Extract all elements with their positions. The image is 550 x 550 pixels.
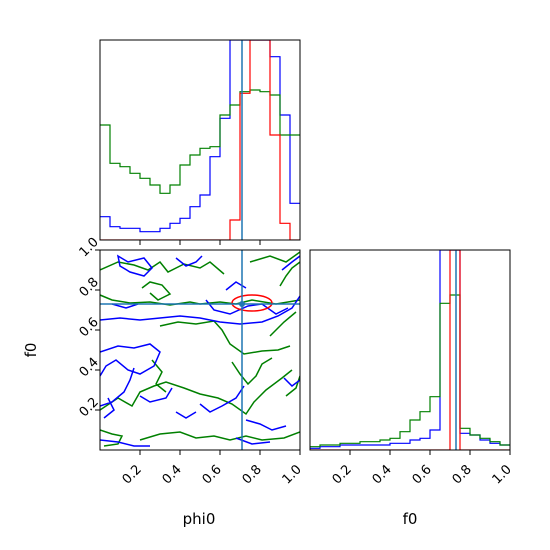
contour-frame	[99, 249, 301, 451]
contour-ytick-label: 0.4	[77, 355, 102, 380]
contour-xtick-label: 0.4	[160, 462, 185, 487]
contour-ytick-label: 0.8	[77, 275, 102, 300]
hist-f0-xtick-label: 0.6	[410, 462, 435, 487]
hist-f0-frame	[309, 249, 511, 451]
contour-xtick-label: 1.0	[280, 462, 305, 487]
xlabel-f0: f0	[403, 510, 418, 528]
hist-f0-xtick-label: 0.4	[370, 462, 395, 487]
xlabel-phi0: phi0	[183, 510, 216, 528]
hist-f0-panel: 0.2 0.4 0.6 0.8 1.0	[309, 249, 515, 487]
contour-series-a-1	[100, 254, 300, 447]
hist-f0-xtick-label: 0.8	[450, 462, 475, 487]
hist-phi0-series-c-step	[100, 40, 300, 240]
hist-phi0-panel	[99, 39, 301, 245]
contour-ytick-label: 1.0	[77, 235, 102, 260]
hist-phi0-series-b-step	[100, 89, 300, 194]
contour-xtick-label: 0.2	[120, 462, 145, 487]
ylabel-f0: f0	[22, 343, 40, 358]
contour-series-b-1	[100, 251, 300, 447]
hist-f0-xtick-label: 0.2	[330, 462, 355, 487]
contour-series-c	[231, 294, 273, 312]
hist-f0-series-b-step	[310, 294, 510, 448]
hist-f0-series-a-step	[310, 250, 510, 449]
contour-panel: 0.2 0.4 0.6 0.8 1.0 0.2 0.4 0.6 0.8 1.0	[77, 235, 305, 488]
contour-ytick-label: 0.2	[77, 395, 102, 420]
contour-xtick-label: 0.6	[200, 462, 225, 487]
contour-xtick-label: 0.8	[240, 462, 265, 487]
truth-point	[239, 301, 245, 307]
hist-phi0-frame	[99, 39, 301, 241]
contour-ytick-label: 0.6	[77, 315, 102, 340]
hist-f0-xtick-label: 1.0	[490, 462, 515, 487]
